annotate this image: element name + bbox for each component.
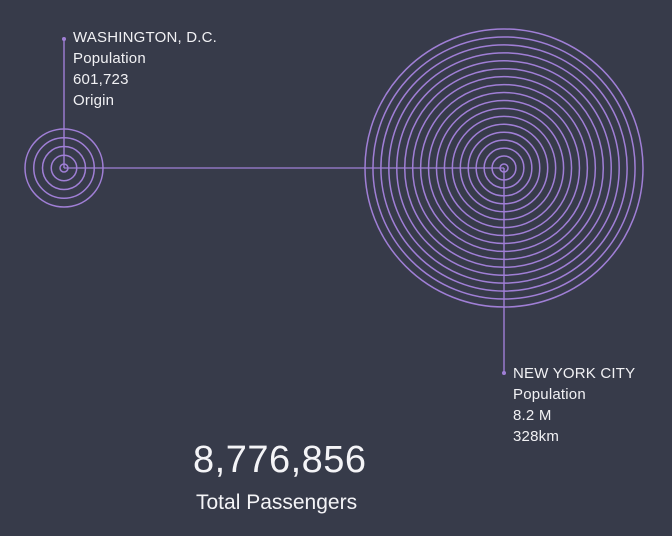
- destination-leader-dot: [502, 371, 506, 375]
- total-passengers-label: Total Passengers: [196, 491, 358, 514]
- origin-city-name: WASHINGTON, D.C.: [73, 29, 218, 46]
- origin-leader-dot: [62, 37, 66, 41]
- destination-label: NEW YORK CITY Population 8.2 M 328km: [513, 363, 635, 447]
- destination-city-name: NEW YORK CITY: [513, 365, 636, 382]
- total-passengers-value: 8,776,856: [193, 439, 367, 481]
- destination-distance-value: 328km: [513, 428, 560, 445]
- origin-metric-label: Population: [73, 50, 146, 67]
- destination-metric-label: Population: [513, 386, 586, 403]
- origin-population-value: 601,723: [73, 71, 129, 88]
- origin-role-label: Origin: [73, 92, 115, 109]
- destination-population-value: 8.2 M: [513, 407, 552, 424]
- origin-label: WASHINGTON, D.C. Population 601,723 Orig…: [73, 27, 217, 111]
- total-passengers-summary: 8,776,856 Total Passengers: [193, 436, 367, 517]
